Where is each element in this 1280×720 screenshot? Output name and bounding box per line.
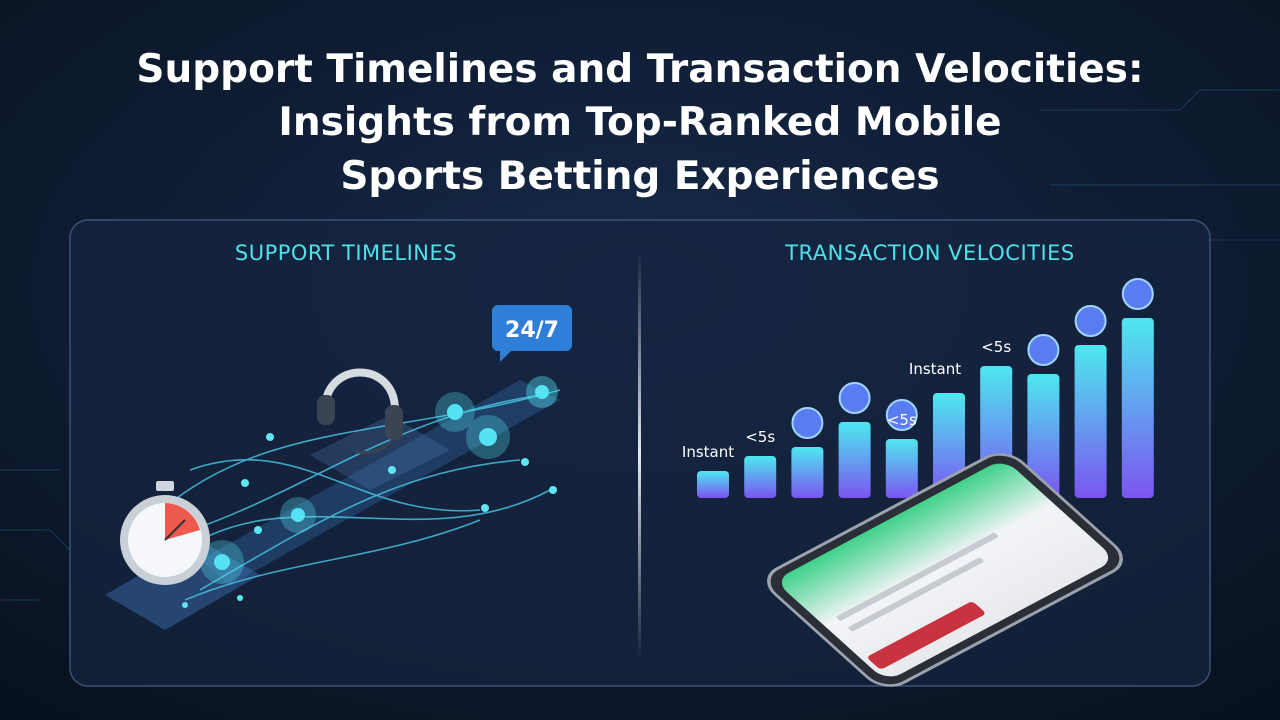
coin (1027, 334, 1060, 366)
bar-label: <5s (981, 338, 1011, 356)
panel-heading: TRANSACTION VELOCITIES (784, 241, 1075, 265)
coin (791, 407, 824, 439)
bar (838, 422, 871, 498)
bar-label: Instant (909, 360, 961, 378)
bar (1027, 374, 1060, 498)
support-illustration: 24/7 (105, 305, 572, 630)
bar (1074, 345, 1107, 498)
badge-label: 24/7 (505, 318, 559, 343)
bar (744, 456, 777, 498)
coin (1121, 278, 1154, 310)
bar-label: <5s (887, 411, 917, 429)
bar (697, 471, 729, 498)
coin (838, 382, 871, 414)
divider (638, 250, 641, 660)
coin (1074, 305, 1107, 337)
bar-label: <5s (745, 428, 775, 446)
bar-label: Instant (682, 443, 734, 461)
title-line: Sports Betting Experiences (340, 154, 939, 199)
phone (767, 453, 1123, 687)
title-line: Insights from Top-Ranked Mobile (278, 100, 1001, 145)
bar (1121, 318, 1154, 498)
title-line: Support Timelines and Transaction Veloci… (136, 47, 1143, 92)
panel-heading: SUPPORT TIMELINES (235, 241, 457, 265)
coin (885, 399, 918, 431)
bar (791, 447, 824, 498)
bar (885, 439, 918, 498)
